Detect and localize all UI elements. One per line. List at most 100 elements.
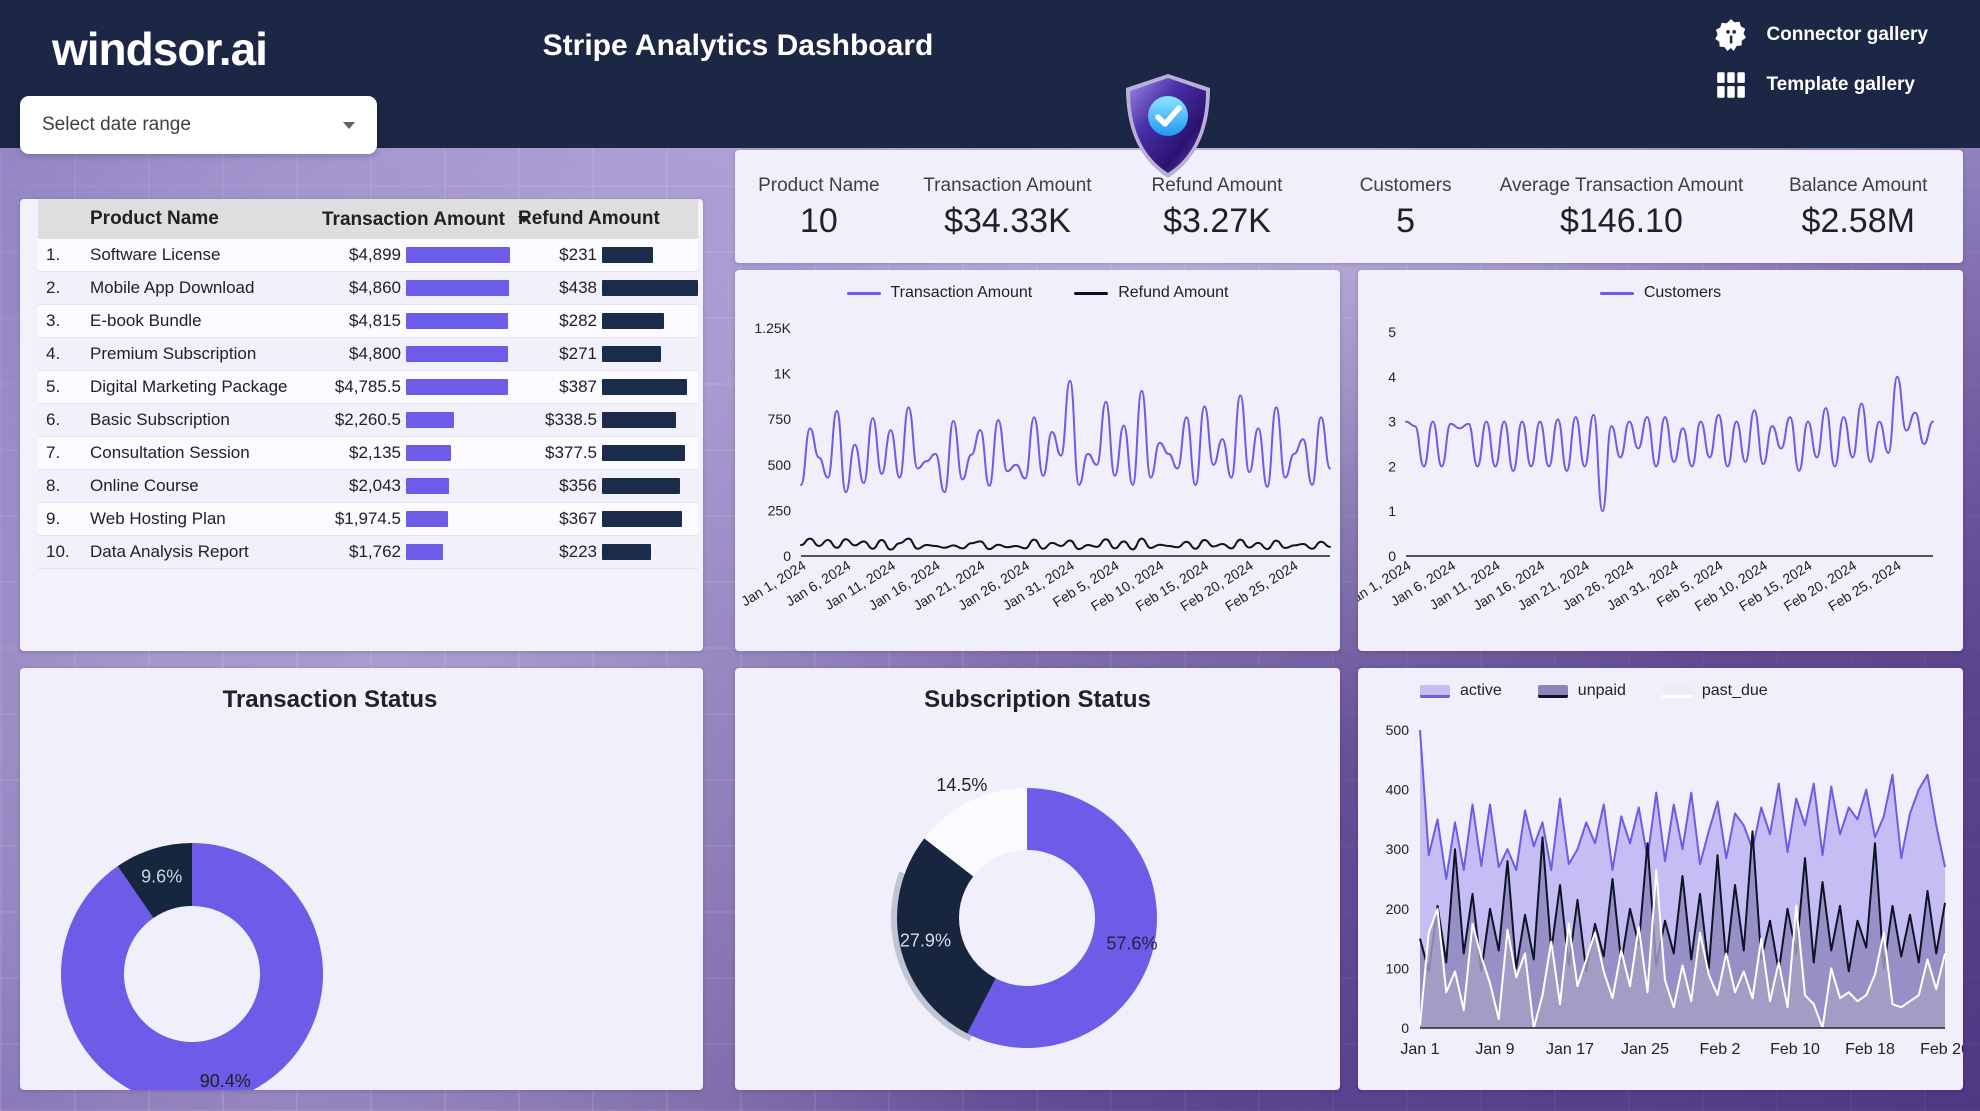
- legend-item-unpaid[interactable]: unpaid: [1537, 682, 1626, 700]
- refund-bar-fill: [602, 412, 677, 428]
- cell-product-name: Basic Subscription: [82, 403, 314, 437]
- y-axis-tick-label: 3: [1388, 414, 1396, 430]
- cell-index: 2.: [38, 271, 82, 305]
- legend-area-swatch: [1420, 684, 1450, 698]
- refund-bar-track: [602, 346, 698, 362]
- transaction-bar-fill: [406, 313, 509, 329]
- donut-slice-past_due[interactable]: [924, 788, 1027, 877]
- date-range-picker[interactable]: Select date range: [20, 96, 377, 154]
- column-header-product-name[interactable]: Product Name: [82, 199, 314, 239]
- cell-refund-amount: $377.5: [510, 436, 698, 470]
- table-row[interactable]: 7. Consultation Session $2,135 $377.5: [38, 436, 698, 470]
- y-axis-tick-label: 100: [1386, 960, 1410, 976]
- cell-transaction-value: $4,815: [349, 311, 401, 330]
- table-body: 1. Software License $4,899 $231 2. Mobile App…: [38, 239, 698, 569]
- y-axis-tick-label: 200: [1386, 901, 1410, 917]
- column-header-transaction-amount[interactable]: Transaction Amount: [314, 199, 531, 239]
- table-row[interactable]: 5. Digital Marketing Package $4,785.5 $387: [38, 370, 698, 404]
- transaction-bar-fill: [406, 445, 452, 461]
- cell-transaction-amount: $2,260.5: [314, 403, 510, 437]
- kpi-refund-amount: Refund Amount $3.27K: [1112, 170, 1322, 242]
- cell-transaction-amount: $1,762: [314, 535, 510, 569]
- legend-item-refund-amount[interactable]: Refund Amount: [1074, 284, 1229, 302]
- table-row[interactable]: 6. Basic Subscription $2,260.5 $338.5: [38, 403, 698, 437]
- kpi-value: 10: [799, 202, 838, 241]
- chart-legend: active unpaid past_due: [1358, 682, 1963, 700]
- cell-refund-value: $271: [559, 344, 597, 363]
- transaction-bar-fill: [406, 280, 510, 296]
- legend-line-swatch: [1599, 291, 1634, 295]
- cell-refund-amount: $367: [510, 502, 698, 536]
- security-shield-icon: [1126, 74, 1210, 178]
- refund-bar-fill: [602, 247, 653, 263]
- legend-item-customers[interactable]: Customers: [1599, 284, 1721, 302]
- cell-refund-value: $282: [559, 311, 597, 330]
- y-axis-tick-label: 250: [768, 502, 792, 518]
- legend-label: past_due: [1701, 682, 1768, 699]
- cell-transaction-amount: $4,860: [314, 271, 510, 305]
- refund-bar-fill: [602, 478, 681, 494]
- cell-transaction-amount: $2,043: [314, 469, 510, 503]
- transaction-bar-track: [406, 445, 510, 461]
- product-table: Product Name Transaction Amount Refund A…: [38, 199, 698, 569]
- kpi-value: 5: [1396, 202, 1416, 241]
- legend-item-transaction-amount[interactable]: Transaction Amount: [846, 284, 1032, 302]
- cell-transaction-value: $2,043: [349, 476, 401, 495]
- nav-connector-gallery[interactable]: Connector gallery: [1714, 18, 1928, 52]
- transaction-bar-track: [406, 313, 510, 329]
- legend-line-swatch: [1074, 291, 1109, 295]
- donut-shadow: [891, 871, 974, 1042]
- cell-refund-amount: $231: [510, 239, 698, 272]
- cell-transaction-value: $1,974.5: [334, 509, 401, 528]
- legend-area-swatch: [1537, 684, 1568, 698]
- x-axis-tick-label: Jan 17: [1546, 1041, 1594, 1058]
- kpi-label: Refund Amount: [1151, 175, 1283, 197]
- cell-refund-value: $338.5: [545, 410, 597, 429]
- cell-index: 8.: [38, 469, 82, 503]
- donut-slice-unpaid[interactable]: [897, 838, 996, 1034]
- cell-index: 6.: [38, 403, 82, 437]
- transaction-bar-track: [406, 346, 510, 362]
- cell-refund-value: $387: [559, 377, 597, 396]
- cell-product-name: Data Analysis Report: [82, 535, 314, 569]
- cell-transaction-amount: $4,785.5: [314, 370, 510, 404]
- donut-percent-label: 14.5%: [936, 775, 987, 795]
- table-row[interactable]: 2. Mobile App Download $4,860 $438: [38, 271, 698, 305]
- cell-product-name: Web Hosting Plan: [82, 502, 314, 536]
- refund-bar-track: [602, 379, 698, 395]
- refund-bar-track: [602, 445, 698, 461]
- table-row[interactable]: 8. Online Course $2,043 $356: [38, 469, 698, 503]
- cell-index: 9.: [38, 502, 82, 536]
- donut-slice-pending[interactable]: [117, 843, 192, 918]
- legend-item-active[interactable]: active: [1420, 682, 1502, 700]
- table-row[interactable]: 10. Data Analysis Report $1,762 $223: [38, 535, 698, 569]
- kpi-customers: Customers 5: [1322, 170, 1490, 242]
- connector-gallery-icon: [1715, 19, 1747, 51]
- cell-refund-value: $377.5: [545, 443, 597, 462]
- cell-transaction-value: $4,785.5: [334, 377, 401, 396]
- y-axis-tick-label: 500: [768, 457, 792, 473]
- nav-template-gallery[interactable]: Template gallery: [1714, 68, 1928, 102]
- table-row[interactable]: 1. Software License $4,899 $231: [38, 239, 698, 272]
- transaction-bar-fill: [406, 412, 454, 428]
- y-axis-tick-label: 1K: [774, 366, 792, 382]
- kpi-average-transaction-amount: Average Transaction Amount $146.10: [1489, 170, 1753, 242]
- transaction-bar-fill: [406, 247, 510, 263]
- donut-slice-active[interactable]: [967, 788, 1157, 1048]
- cell-refund-value: $231: [559, 245, 597, 264]
- donut-slice-available[interactable]: [61, 843, 323, 1090]
- kpi-label: Transaction Amount: [923, 175, 1092, 197]
- donut-percent-label: 57.6%: [1106, 934, 1157, 954]
- cell-product-name: Online Course: [82, 469, 314, 503]
- table-row[interactable]: 9. Web Hosting Plan $1,974.5 $367: [38, 502, 698, 536]
- chart-legend: Customers: [1358, 284, 1963, 302]
- table-row[interactable]: 4. Premium Subscription $4,800 $271: [38, 337, 698, 371]
- column-header-refund-amount[interactable]: Refund Amount: [510, 199, 698, 239]
- legend-item-past-due[interactable]: past_due: [1661, 682, 1768, 700]
- cell-transaction-value: $4,860: [349, 278, 401, 297]
- subscription-status-donut-plot: 57.6% 27.9% 14.5%: [891, 775, 1157, 1048]
- cell-transaction-amount: $1,974.5: [314, 502, 510, 536]
- y-axis-tick-label: 0: [1388, 548, 1396, 564]
- column-header-index[interactable]: [38, 199, 82, 239]
- table-row[interactable]: 3. E-book Bundle $4,815 $282: [38, 304, 698, 338]
